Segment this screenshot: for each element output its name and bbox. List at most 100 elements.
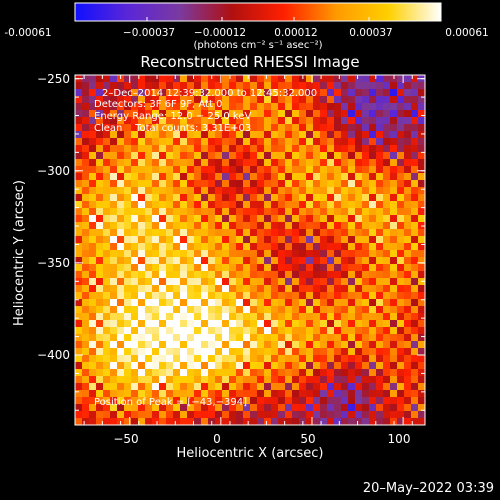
heatmap-cell xyxy=(117,89,125,97)
heatmap-cell xyxy=(138,313,146,321)
heatmap-cell xyxy=(313,110,321,118)
heatmap-cell xyxy=(96,166,104,174)
heatmap-cell xyxy=(110,159,118,167)
heatmap-cell xyxy=(75,145,83,153)
heatmap-cell xyxy=(166,383,174,391)
heatmap-cell xyxy=(75,306,83,314)
heatmap-cell xyxy=(208,110,216,118)
heatmap-cell xyxy=(201,96,209,104)
heatmap-cell xyxy=(404,138,412,146)
heatmap-cell xyxy=(327,215,335,223)
heatmap-cell xyxy=(320,376,328,384)
heatmap-cell xyxy=(306,285,314,293)
heatmap-cell xyxy=(390,89,398,97)
heatmap-cell xyxy=(327,243,335,251)
heatmap-cell xyxy=(194,145,202,153)
heatmap-cell xyxy=(390,229,398,237)
heatmap-cell xyxy=(257,404,265,412)
heatmap-cell xyxy=(334,96,342,104)
heatmap-cell xyxy=(159,243,167,251)
heatmap-cell xyxy=(306,152,314,160)
heatmap-cell xyxy=(264,355,272,363)
heatmap-cell xyxy=(222,334,230,342)
heatmap-cell xyxy=(341,201,349,209)
heatmap-cell xyxy=(124,180,132,188)
heatmap-cell xyxy=(271,299,279,307)
heatmap-cell xyxy=(96,187,104,195)
heatmap-cell xyxy=(75,236,83,244)
heatmap-cell xyxy=(96,89,104,97)
heatmap-cell xyxy=(362,103,370,111)
heatmap-cell xyxy=(292,320,300,328)
heatmap-cell xyxy=(404,257,412,265)
heatmap-cell xyxy=(341,390,349,398)
heatmap-cell xyxy=(320,264,328,272)
heatmap-cell xyxy=(110,166,118,174)
heatmap-cell xyxy=(411,117,419,125)
heatmap-cell xyxy=(369,96,377,104)
heatmap-cell xyxy=(187,89,195,97)
heatmap-cell xyxy=(348,243,356,251)
heatmap-cell xyxy=(390,306,398,314)
heatmap-cell xyxy=(404,306,412,314)
heatmap-cell xyxy=(334,159,342,167)
heatmap-cell xyxy=(313,292,321,300)
heatmap-cell xyxy=(159,194,167,202)
heatmap-cell xyxy=(271,201,279,209)
heatmap-cell xyxy=(166,369,174,377)
heatmap-cell xyxy=(103,355,111,363)
heatmap-cell xyxy=(292,152,300,160)
heatmap-cell xyxy=(397,327,405,335)
heatmap-cell xyxy=(327,173,335,181)
heatmap-cell xyxy=(222,208,230,216)
heatmap-cell xyxy=(215,411,223,419)
heatmap-cell xyxy=(117,222,125,230)
heatmap-cell xyxy=(124,89,132,97)
heatmap-cell xyxy=(243,117,251,125)
heatmap-cell xyxy=(313,397,321,405)
heatmap-cell xyxy=(138,82,146,90)
heatmap-cell xyxy=(103,145,111,153)
heatmap-cell xyxy=(222,397,230,405)
heatmap-cell xyxy=(222,222,230,230)
heatmap-cell xyxy=(138,250,146,258)
heatmap-cell xyxy=(418,96,426,104)
heatmap-cell xyxy=(96,376,104,384)
heatmap-cell xyxy=(243,82,251,90)
heatmap-cell xyxy=(124,369,132,377)
heatmap-cell xyxy=(397,187,405,195)
heatmap-cell xyxy=(131,215,139,223)
heatmap-cell xyxy=(215,103,223,111)
heatmap-cell xyxy=(341,166,349,174)
heatmap-cell xyxy=(75,229,83,237)
heatmap-cell xyxy=(152,194,160,202)
heatmap-cell xyxy=(201,131,209,139)
heatmap-cell xyxy=(271,173,279,181)
colorbar-tick-label: 0.00037 xyxy=(349,27,393,39)
heatmap-cell xyxy=(117,250,125,258)
heatmap-cell xyxy=(320,250,328,258)
heatmap-cell xyxy=(194,390,202,398)
heatmap-cell xyxy=(110,194,118,202)
heatmap-cell xyxy=(215,89,223,97)
heatmap-cell xyxy=(418,313,426,321)
heatmap-cell xyxy=(306,243,314,251)
heatmap-cell xyxy=(418,229,426,237)
heatmap-cell xyxy=(411,257,419,265)
heatmap-cell xyxy=(313,103,321,111)
heatmap-cell xyxy=(390,194,398,202)
heatmap-cell xyxy=(208,103,216,111)
heatmap-cell xyxy=(390,250,398,258)
heatmap-cell xyxy=(145,159,153,167)
heatmap-cell xyxy=(229,369,237,377)
heatmap-cell xyxy=(89,404,97,412)
heatmap-cell xyxy=(96,180,104,188)
heatmap-cell xyxy=(89,82,97,90)
heatmap-cell xyxy=(96,383,104,391)
heatmap-cell xyxy=(159,187,167,195)
heatmap-cell xyxy=(131,180,139,188)
heatmap-cell xyxy=(292,82,300,90)
heatmap-cell xyxy=(138,369,146,377)
heatmap-cell xyxy=(383,292,391,300)
heatmap-cell xyxy=(166,278,174,286)
